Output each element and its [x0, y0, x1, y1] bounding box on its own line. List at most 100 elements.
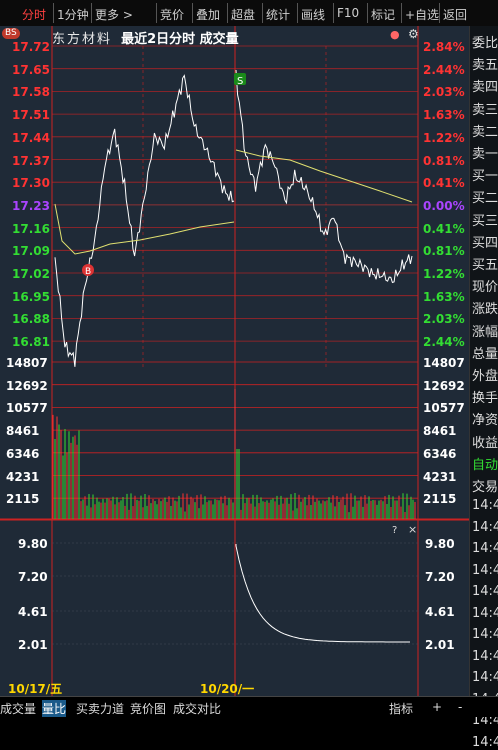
indicator-label-right: 2.01	[425, 638, 455, 652]
price-label-left: 17.72	[12, 40, 50, 54]
right-panel-item: 买二	[472, 191, 498, 207]
right-panel-item: 外盘	[472, 369, 498, 384]
right-panel-item: 14:4	[472, 605, 498, 621]
price-label-right: 2.84%	[423, 40, 465, 54]
price-label-left: 17.30	[12, 176, 50, 191]
toolbar-tab-3[interactable]: 竞价	[160, 8, 185, 22]
price-label-left: 17.58	[12, 85, 50, 100]
volume-label-right: 14807	[423, 356, 465, 370]
volume-label-right: 12692	[423, 378, 465, 393]
right-panel-item: 涨幅	[472, 324, 498, 340]
chart-subtitle: 最近2日分时 成交量	[121, 32, 239, 47]
price-label-left: 17.09	[12, 244, 50, 259]
volume-label-left: 8461	[6, 424, 40, 439]
sell-marker-bg	[234, 73, 246, 85]
volume-label-left: 14807	[6, 356, 48, 370]
right-panel-item: 换手	[472, 391, 498, 407]
avg-line-day1	[54, 203, 235, 255]
right-panel-item: 14:4	[472, 541, 498, 557]
bottom-tab-2[interactable]: 买卖力道	[76, 702, 125, 716]
toolbar-separator	[227, 3, 228, 23]
toolbar-tab-4[interactable]: 叠加	[196, 8, 221, 22]
toolbar-separator	[53, 3, 54, 23]
bottom-tab-0[interactable]: 成交量	[0, 702, 37, 716]
price-label-right: 0.81%	[423, 244, 465, 259]
toolbar-separator	[401, 3, 402, 23]
price-label-right: 2.44%	[423, 335, 465, 350]
toolbar-tab-6[interactable]: 统计	[266, 8, 291, 22]
indicator-label-right: 9.80	[425, 537, 455, 551]
right-panel-item: 14:4	[472, 498, 498, 514]
bottom-control-2[interactable]: -	[458, 700, 463, 714]
price-label-right: 1.22%	[423, 130, 465, 145]
date-left: 10/17/五	[8, 682, 63, 696]
toolbar-separator	[367, 3, 368, 23]
price-label-left: 17.44	[12, 130, 50, 145]
right-panel-item: 卖四	[472, 80, 498, 96]
bottom-control-0[interactable]: 指标	[389, 702, 414, 716]
right-panel-item: 交易	[472, 480, 498, 495]
toolbar-tab-9[interactable]: 标记	[371, 8, 396, 22]
close-icon[interactable]: ×	[408, 523, 417, 536]
toolbar-tab-0[interactable]: 分时	[22, 8, 47, 22]
volume-label-right: 8461	[423, 424, 457, 439]
volume-label-left: 4231	[6, 469, 40, 484]
toolbar-tab-8[interactable]: F10	[337, 6, 360, 20]
right-panel-item: 14:4	[472, 519, 498, 535]
price-label-left: 16.88	[12, 312, 50, 327]
toolbar-tab-1[interactable]: 1分钟	[57, 8, 89, 22]
right-panel-item: 买一	[472, 169, 498, 185]
toolbar-tab-11[interactable]: 返回	[443, 8, 468, 22]
right-panel-item: 自动	[472, 457, 498, 473]
right-panel-item: 总量	[472, 346, 498, 362]
price-label-right: 2.03%	[423, 312, 465, 327]
bottom-tab-4[interactable]: 成交对比	[173, 702, 222, 716]
bottom-tab-1[interactable]: 量比	[42, 700, 67, 717]
right-panel-item: 净资	[472, 413, 498, 429]
indicator-label-right: 4.61	[425, 605, 455, 619]
right-panel-item: 现价	[472, 280, 498, 296]
indicator-label-left: 9.80	[18, 537, 48, 551]
indicator-label-left: 4.61	[18, 605, 48, 619]
volume-label-right: 4231	[423, 469, 457, 484]
top-toolbar: 分时 1分钟 更多 > 竞价 叠加 超盘 统计 画线 F10 标记 +自选 返回	[0, 0, 498, 27]
bs-badge[interactable]: BS	[2, 28, 20, 39]
toolbar-separator	[297, 3, 298, 23]
right-panel-item: 14:4	[472, 627, 498, 643]
price-label-right: 2.44%	[423, 62, 465, 77]
volume-label-left: 6346	[6, 446, 40, 461]
right-panel-item: 买三	[472, 213, 498, 229]
settings-dot-icon[interactable]: ●	[390, 28, 400, 41]
date-right: 10/20/一	[200, 682, 255, 696]
right-panel-item: 收益	[472, 435, 498, 451]
toolbar-tab-7[interactable]: 画线	[301, 8, 326, 22]
toolbar-separator	[192, 3, 193, 23]
toolbar-tab-10[interactable]: +自选	[405, 8, 440, 22]
volume-ratio-line	[235, 545, 410, 643]
toolbar-tab-5[interactable]: 超盘	[231, 8, 256, 22]
price-label-left: 17.02	[12, 267, 50, 281]
right-panel-item: 14:4	[472, 584, 498, 600]
chart-header: BS 东方材料 最近2日分时 成交量 ● ⚙	[0, 27, 470, 47]
toolbar-tab-2[interactable]: 更多 >	[95, 8, 133, 22]
bottom-tab-3[interactable]: 竞价图	[130, 702, 167, 716]
price-label-left: 17.51	[12, 108, 50, 123]
chart-area[interactable]: S B? ×	[0, 26, 470, 696]
toolbar-separator	[156, 3, 157, 23]
indicator-label-right: 7.20	[425, 570, 455, 584]
right-panel-item: 14:4	[472, 734, 498, 750]
gear-icon[interactable]: ⚙	[408, 27, 419, 41]
toolbar-separator	[262, 3, 263, 23]
volume-label-right: 2115	[423, 492, 457, 507]
price-label-left: 16.81	[12, 335, 50, 350]
right-panel-item: 卖一	[472, 147, 498, 162]
right-panel-item: 14:4	[472, 562, 498, 578]
bottom-control-1[interactable]: +	[432, 700, 443, 714]
buy-marker: B	[85, 267, 91, 277]
right-panel-item: 14:4	[472, 648, 498, 664]
price-label-left: 17.37	[12, 153, 50, 168]
chart-svg[interactable]: S B? ×	[0, 26, 470, 696]
help-icon[interactable]: ?	[392, 525, 397, 536]
chart-title: 东方材料 最近2日分时 成交量	[52, 28, 239, 47]
right-panel-item: 委比	[472, 36, 498, 51]
